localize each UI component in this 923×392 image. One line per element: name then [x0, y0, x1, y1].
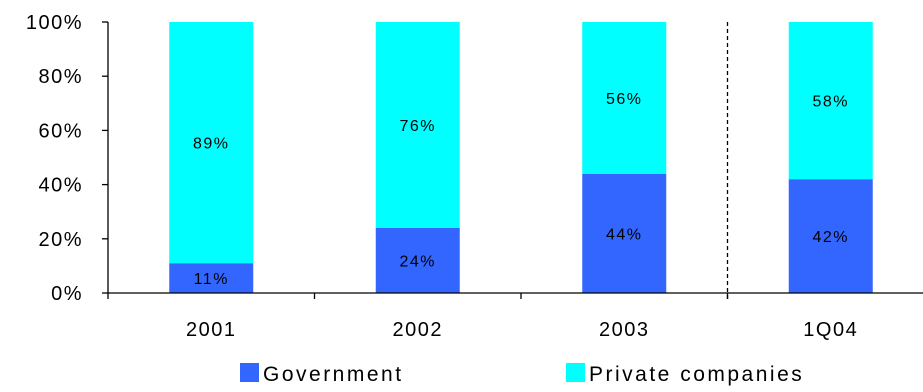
data-label-private-companies-1q04: 58%	[812, 94, 849, 111]
y-tick-label: 60%	[38, 120, 83, 142]
y-tick-label: 0%	[51, 283, 83, 305]
bar-government-2002	[375, 227, 460, 293]
data-label-government-1q04: 42%	[812, 229, 849, 246]
bar-government-2001	[169, 263, 254, 293]
legend-label-government: Government	[263, 363, 404, 386]
x-tick-label-2002: 2002	[393, 319, 444, 341]
data-label-private-companies-2002: 76%	[399, 118, 436, 135]
y-tick-label: 20%	[38, 229, 83, 251]
bar-government-2003	[582, 173, 667, 293]
legend-swatch-government	[240, 363, 259, 382]
legend-swatch-private-companies	[566, 363, 585, 382]
data-label-private-companies-2001: 89%	[193, 136, 230, 153]
labels-layer: 11% 89% 2001 24% 76% 2002 44% 56% 2003 42% 58% 1Q04…	[26, 12, 858, 341]
y-tick-label: 100%	[26, 12, 83, 34]
x-tick-label-2001: 2001	[186, 319, 237, 341]
bar-government-1q04	[788, 179, 873, 293]
data-label-government-2002: 24%	[399, 253, 436, 270]
bar-private-companies-2003	[582, 22, 667, 174]
y-tick-label: 40%	[38, 175, 83, 197]
legend-label-private-companies: Private companies	[589, 363, 804, 386]
bar-private-companies-1q04	[788, 22, 873, 180]
legend: Government Private companies	[240, 363, 804, 386]
bar-private-companies-2002	[375, 22, 460, 228]
data-label-government-2001: 11%	[194, 271, 229, 288]
bars-layer	[169, 22, 873, 293]
data-label-government-2003: 44%	[606, 226, 643, 243]
bar-private-companies-2001	[169, 22, 254, 264]
y-tick-label: 80%	[38, 66, 83, 88]
data-label-private-companies-2003: 56%	[606, 91, 643, 108]
x-tick-label-2003: 2003	[599, 319, 650, 341]
axis-layer	[102, 21, 923, 299]
x-tick-label-1q04: 1Q04	[803, 319, 858, 341]
